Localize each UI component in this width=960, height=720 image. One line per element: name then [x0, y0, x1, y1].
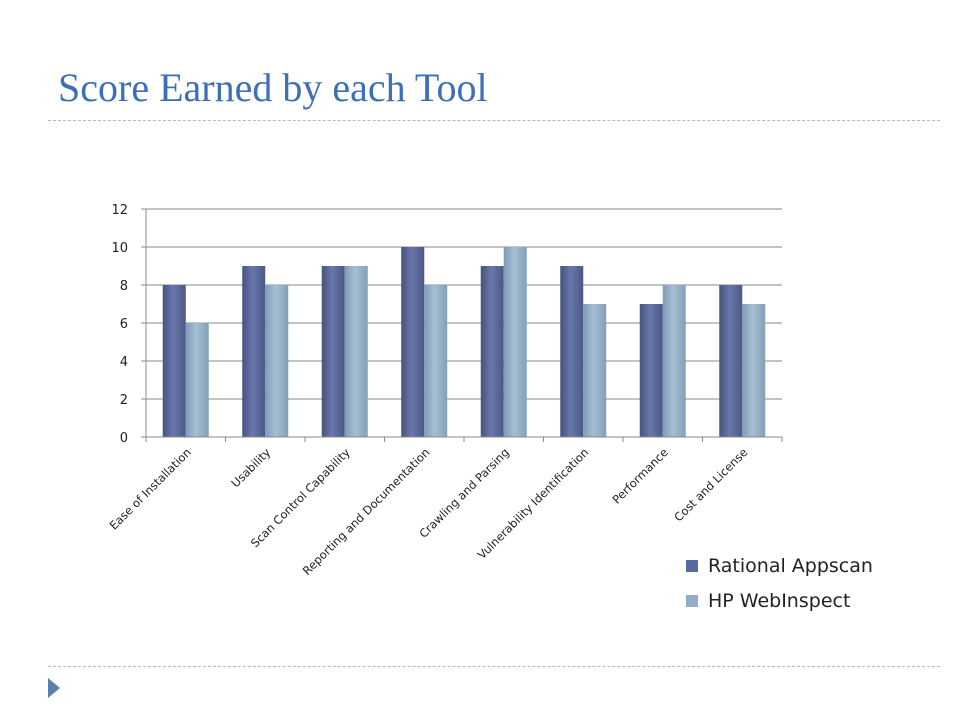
axes	[141, 208, 783, 442]
bar-series-1	[321, 266, 345, 437]
x-tick-label: Ease of Installation	[107, 445, 194, 532]
bar-series-1	[639, 304, 663, 437]
legend-swatch	[686, 559, 698, 572]
bar-series-1	[242, 266, 266, 437]
bars	[162, 247, 766, 437]
legend-swatch	[686, 594, 698, 607]
bar-series-2	[265, 285, 289, 437]
bar-series-2	[344, 266, 368, 437]
bar-series-1	[162, 285, 186, 437]
triangle-bullet-icon	[48, 678, 60, 698]
bar-series-1	[401, 247, 425, 437]
x-tick-label: Cost and License	[671, 445, 750, 524]
x-tick-label: Usability	[228, 445, 273, 490]
legend-label: Rational Appscan	[708, 554, 873, 577]
y-tick-label: 0	[120, 431, 128, 446]
bar-series-1	[480, 266, 504, 437]
bar-series-1	[560, 266, 584, 437]
legend-item-series-1: Rational Appscan	[686, 548, 873, 583]
bar-series-2	[742, 304, 766, 437]
y-tick-label: 10	[111, 241, 128, 256]
y-tick-label: 8	[120, 279, 128, 294]
legend-item-series-2: HP WebInspect	[686, 583, 873, 618]
x-tick-label: Performance	[609, 445, 670, 506]
footer-divider	[48, 666, 940, 667]
gridlines	[146, 208, 782, 438]
bar-series-1	[719, 285, 743, 437]
bar-series-2	[503, 247, 527, 437]
x-tick-label: Crawling and Parsing	[416, 445, 512, 541]
bar-series-2	[662, 285, 686, 437]
y-tick-label: 6	[120, 317, 128, 332]
bar-series-2	[424, 285, 448, 437]
x-tick-label: Reporting and Documentation	[300, 445, 433, 578]
bar-series-2	[185, 323, 209, 437]
y-tick-label: 2	[120, 393, 128, 408]
title-divider	[48, 120, 940, 121]
chart-legend: Rational Appscan HP WebInspect	[686, 548, 873, 618]
y-tick-label: 4	[120, 355, 128, 370]
bar-series-2	[583, 304, 607, 437]
slide-title: Score Earned by each Tool	[58, 65, 488, 110]
y-tick-label: 12	[111, 203, 128, 218]
legend-label: HP WebInspect	[708, 589, 851, 612]
